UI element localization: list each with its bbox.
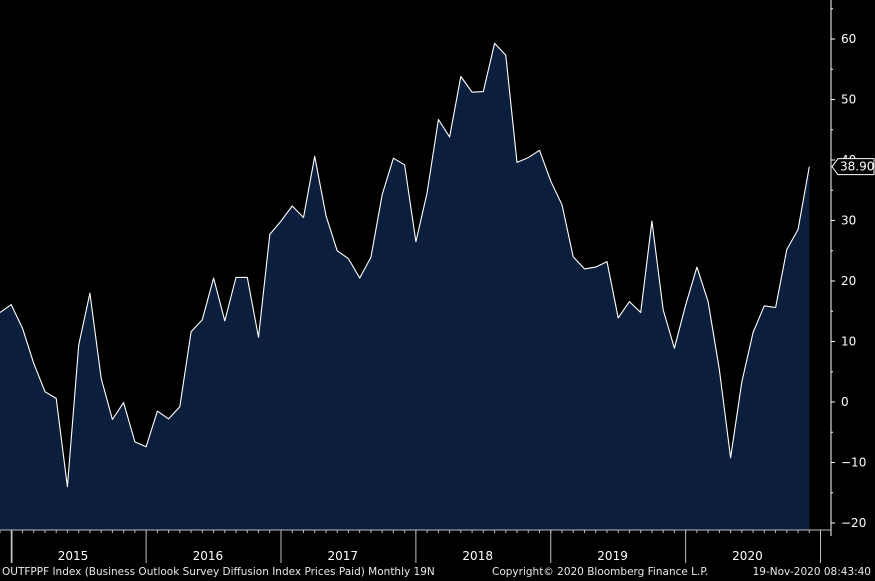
x-tick-label: 2019: [597, 549, 628, 563]
series-area: [0, 43, 810, 530]
y-tick-label: −10: [841, 456, 866, 470]
area-chart: 6050403020100−10−2038.902015201620172018…: [0, 0, 875, 563]
x-tick-label: 2015: [58, 549, 89, 563]
y-tick-label: 50: [841, 93, 856, 107]
y-tick-label: 30: [841, 214, 856, 228]
x-tick-label: 2018: [462, 549, 493, 563]
x-tick-label: 2017: [328, 549, 359, 563]
y-tick-label: 0: [841, 395, 849, 409]
y-tick-label: 10: [841, 335, 856, 349]
footer-copyright: Copyright© 2020 Bloomberg Finance L.P.: [492, 566, 709, 578]
y-tick-label: −20: [841, 516, 866, 530]
footer: OUTFPPF Index (Business Outlook Survey D…: [0, 565, 875, 581]
footer-timestamp: 19-Nov-2020 08:43:40: [752, 566, 871, 578]
x-tick-label: 2016: [193, 549, 224, 563]
y-tick-label: 20: [841, 274, 856, 288]
x-tick-label: 2020: [732, 549, 763, 563]
y-tick-label: 60: [841, 32, 856, 46]
footer-ticker-description: OUTFPPF Index (Business Outlook Survey D…: [2, 566, 435, 578]
last-value-label: 38.90: [840, 160, 874, 174]
last-value-tag: [831, 158, 875, 176]
series-line: [0, 42, 810, 488]
